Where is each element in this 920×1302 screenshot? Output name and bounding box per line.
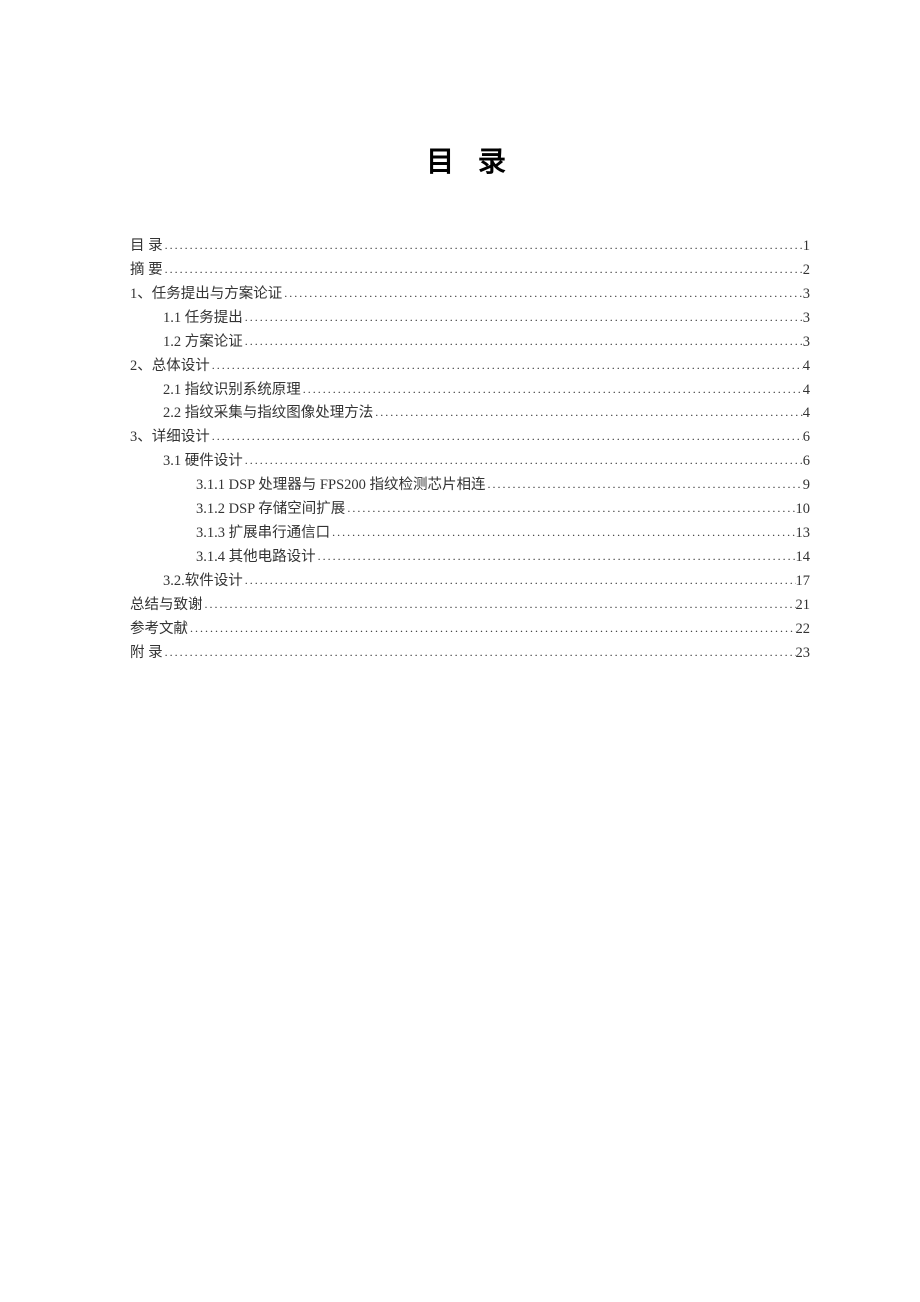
toc-page-number: 4 — [803, 355, 810, 379]
toc-title: 目 录 — [130, 140, 810, 180]
toc-entry[interactable]: 附 录 23 — [130, 642, 810, 666]
toc-page-number: 17 — [796, 570, 811, 594]
toc-page-number: 3 — [803, 307, 810, 331]
toc-label: 目 录 — [130, 235, 163, 259]
toc-leader-dots — [243, 332, 803, 352]
toc-label: 2.2 指纹采集与指纹图像处理方法 — [163, 402, 373, 426]
toc-label: 3.1.4 其他电路设计 — [196, 546, 316, 570]
toc-page-number: 23 — [796, 642, 811, 666]
toc-leader-dots — [301, 380, 803, 400]
toc-entry[interactable]: 1、任务提出与方案论证 3 — [130, 283, 810, 307]
toc-leader-dots — [243, 451, 803, 471]
toc-leader-dots — [373, 403, 803, 423]
toc-label: 2、总体设计 — [130, 355, 210, 379]
toc-label: 1.1 任务提出 — [163, 307, 243, 331]
toc-page-number: 9 — [803, 474, 810, 498]
toc-leader-dots — [203, 595, 796, 615]
toc-entry[interactable]: 2、总体设计 4 — [130, 355, 810, 379]
toc-entry[interactable]: 3.1.1 DSP 处理器与 FPS200 指纹检测芯片相连 9 — [130, 474, 810, 498]
toc-entry[interactable]: 3.1.3 扩展串行通信口 13 — [130, 522, 810, 546]
toc-leader-dots — [243, 571, 796, 591]
toc-label: 附 录 — [130, 642, 163, 666]
toc-label: 参考文献 — [130, 618, 188, 642]
toc-page-number: 4 — [803, 379, 810, 403]
toc-label: 3.1.1 DSP 处理器与 FPS200 指纹检测芯片相连 — [196, 474, 486, 498]
toc-page-number: 21 — [796, 594, 811, 618]
toc-leader-dots — [188, 619, 796, 639]
toc-leader-dots — [210, 356, 803, 376]
toc-label: 3、详细设计 — [130, 426, 210, 450]
toc-label: 1.2 方案论证 — [163, 331, 243, 355]
toc-entry[interactable]: 1.2 方案论证 3 — [130, 331, 810, 355]
toc-entry[interactable]: 3、详细设计 6 — [130, 426, 810, 450]
toc-page-number: 14 — [796, 546, 811, 570]
toc-leader-dots — [486, 475, 803, 495]
toc-leader-dots — [210, 427, 803, 447]
toc-leader-dots — [316, 547, 796, 567]
toc-leader-dots — [243, 308, 803, 328]
toc-entry[interactable]: 3.1 硬件设计 6 — [130, 450, 810, 474]
toc-page-number: 2 — [803, 259, 810, 283]
toc-label: 1、任务提出与方案论证 — [130, 283, 282, 307]
toc-label: 总结与致谢 — [130, 594, 203, 618]
toc-page-number: 13 — [796, 522, 811, 546]
toc-page-number: 4 — [803, 402, 810, 426]
toc-label: 3.1 硬件设计 — [163, 450, 243, 474]
toc-page-number: 22 — [796, 618, 811, 642]
toc-leader-dots — [282, 284, 803, 304]
toc-page-number: 10 — [796, 498, 811, 522]
toc-entry[interactable]: 2.1 指纹识别系统原理 4 — [130, 379, 810, 403]
toc-entry[interactable]: 总结与致谢 21 — [130, 594, 810, 618]
toc-container: 目 录1摘 要21、任务提出与方案论证31.1 任务提出31.2 方案论证32、… — [130, 235, 810, 666]
toc-entry[interactable]: 目 录 1 — [130, 235, 810, 259]
toc-label: 3.1.2 DSP 存储空间扩展 — [196, 498, 345, 522]
toc-leader-dots — [330, 523, 795, 543]
toc-entry[interactable]: 参考文献 22 — [130, 618, 810, 642]
toc-label: 3.2.软件设计 — [163, 570, 243, 594]
document-page: 目 录 目 录1摘 要21、任务提出与方案论证31.1 任务提出31.2 方案论… — [0, 0, 920, 666]
toc-entry[interactable]: 摘 要 2 — [130, 259, 810, 283]
toc-entry[interactable]: 3.1.4 其他电路设计 14 — [130, 546, 810, 570]
toc-label: 摘 要 — [130, 259, 163, 283]
toc-leader-dots — [163, 643, 796, 663]
toc-entry[interactable]: 2.2 指纹采集与指纹图像处理方法 4 — [130, 402, 810, 426]
toc-label: 2.1 指纹识别系统原理 — [163, 379, 301, 403]
toc-entry[interactable]: 3.1.2 DSP 存储空间扩展 10 — [130, 498, 810, 522]
toc-page-number: 6 — [803, 450, 810, 474]
toc-leader-dots — [163, 236, 803, 256]
toc-entry[interactable]: 3.2.软件设计 17 — [130, 570, 810, 594]
toc-leader-dots — [345, 499, 795, 519]
toc-page-number: 3 — [803, 283, 810, 307]
toc-page-number: 1 — [803, 235, 810, 259]
toc-label: 3.1.3 扩展串行通信口 — [196, 522, 330, 546]
toc-page-number: 3 — [803, 331, 810, 355]
toc-entry[interactable]: 1.1 任务提出 3 — [130, 307, 810, 331]
toc-leader-dots — [163, 260, 803, 280]
toc-page-number: 6 — [803, 426, 810, 450]
